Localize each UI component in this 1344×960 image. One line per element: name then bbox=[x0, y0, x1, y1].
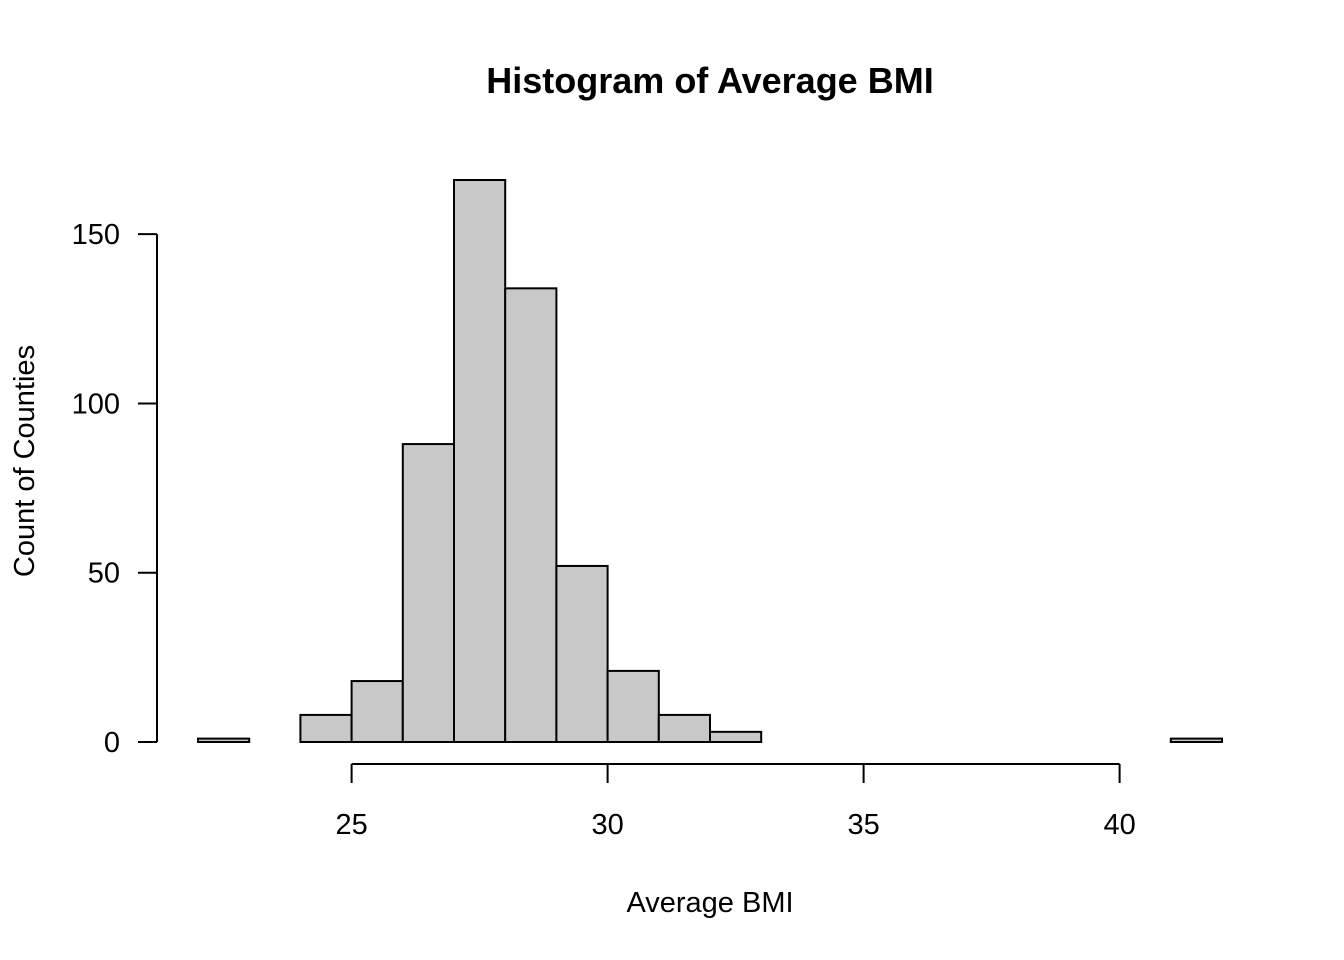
histogram-bar-4 bbox=[401, 443, 455, 743]
x-axis: 25 30 35 40 bbox=[335, 763, 1136, 841]
x-tick-label-30: 30 bbox=[591, 809, 623, 841]
histogram-bar-10 bbox=[709, 730, 763, 744]
x-tick-label-35: 35 bbox=[847, 809, 879, 841]
x-axis-label: Average BMI bbox=[626, 887, 793, 919]
histogram-bar-6 bbox=[504, 287, 558, 743]
y-tick-label-100: 100 bbox=[72, 388, 120, 420]
histogram-bar-5 bbox=[453, 179, 507, 743]
histogram-bar-7 bbox=[555, 564, 609, 743]
histogram-bar-9 bbox=[657, 713, 711, 743]
histogram-bar-8 bbox=[606, 669, 660, 744]
chart-title: Histogram of Average BMI bbox=[486, 60, 933, 101]
histogram-bar-0 bbox=[197, 737, 251, 743]
y-tick-label-50: 50 bbox=[88, 558, 120, 590]
y-tick-label-150: 150 bbox=[72, 219, 120, 251]
bars-group bbox=[197, 179, 1224, 744]
y-tick-label-0: 0 bbox=[104, 727, 120, 759]
histogram-bar-3 bbox=[350, 680, 404, 743]
x-tick-label-25: 25 bbox=[335, 809, 367, 841]
y-axis-label: Count of Counties bbox=[9, 345, 41, 577]
y-axis: 0 50 100 150 bbox=[72, 219, 158, 759]
x-tick-label-40: 40 bbox=[1103, 809, 1135, 841]
histogram-bar-19 bbox=[1169, 737, 1224, 743]
histogram-bar-2 bbox=[299, 713, 353, 743]
